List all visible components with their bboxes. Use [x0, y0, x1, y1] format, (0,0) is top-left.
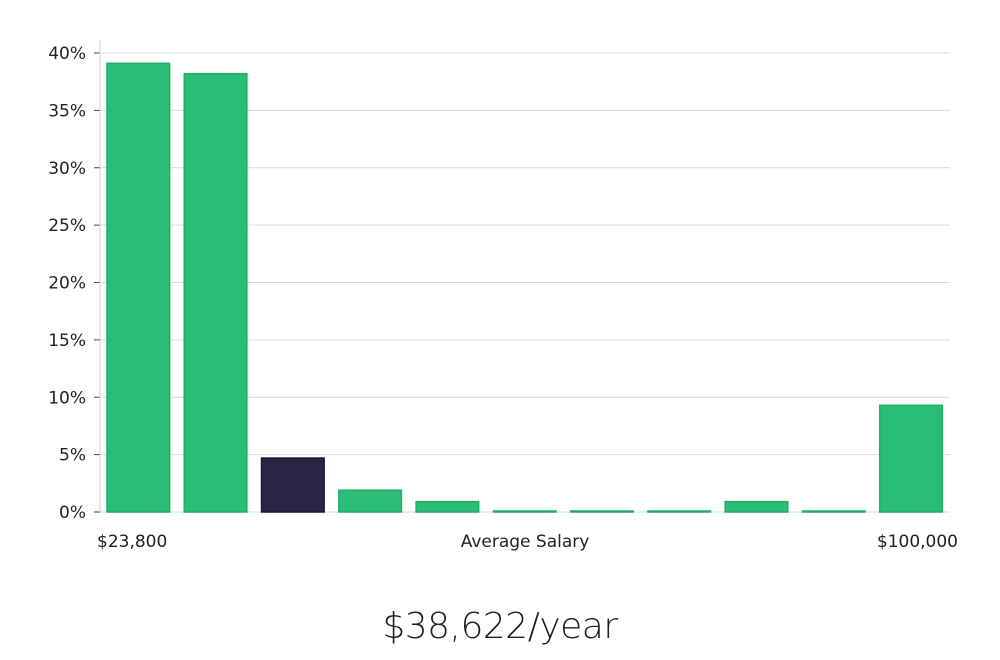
bar — [492, 510, 557, 513]
salary-histogram: 0% 5% 10% 15% 20% 25% 30% 35% 40% $23,800 Averag… — [48, 40, 958, 552]
bar — [569, 510, 634, 513]
y-axis-ticks: 0% 5% 10% 15% 20% 25% 30% 35% 40% — [48, 44, 100, 523]
y-tick-label: 0% — [59, 503, 86, 523]
bar-highlighted — [260, 457, 325, 513]
y-tick-label: 25% — [48, 216, 86, 236]
y-tick-label: 20% — [48, 274, 86, 294]
x-axis-label: Average Salary — [461, 532, 590, 552]
bars — [106, 62, 944, 513]
bar — [338, 489, 403, 513]
bar — [878, 404, 944, 513]
bar — [183, 72, 248, 513]
bar — [647, 510, 712, 513]
y-tick-label: 40% — [48, 44, 86, 64]
y-tick-label: 35% — [48, 101, 86, 121]
bar — [801, 510, 866, 513]
y-tick-label: 15% — [48, 331, 86, 351]
y-tick-label: 5% — [59, 446, 86, 466]
y-tick-label: 10% — [48, 388, 86, 408]
bar — [415, 500, 480, 513]
x-min-label: $23,800 — [97, 532, 167, 552]
bar — [724, 500, 789, 513]
y-tick-label: 30% — [48, 159, 86, 179]
x-max-label: $100,000 — [877, 532, 958, 552]
bar — [106, 62, 171, 513]
average-salary-value: $38,622/year — [382, 606, 618, 647]
